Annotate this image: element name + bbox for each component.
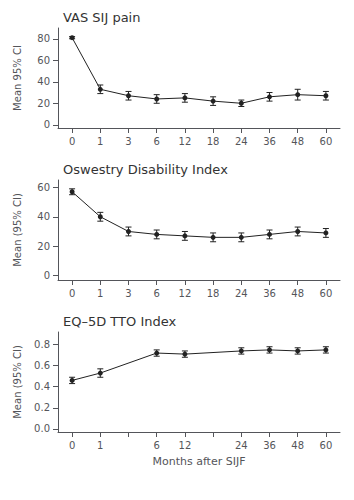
svg-text:Mean (95% CI): Mean (95% CI) — [12, 193, 23, 267]
svg-text:40: 40 — [37, 211, 50, 222]
svg-text:0: 0 — [69, 440, 75, 451]
svg-text:60: 60 — [320, 288, 333, 299]
svg-text:Oswestry Disability Index: Oswestry Disability Index — [63, 162, 228, 177]
svg-text:0: 0 — [69, 288, 75, 299]
svg-text:60: 60 — [320, 136, 333, 147]
svg-text:60: 60 — [320, 440, 333, 451]
svg-text:0: 0 — [44, 270, 50, 281]
svg-text:24: 24 — [235, 288, 248, 299]
svg-text:60: 60 — [37, 182, 50, 193]
svg-text:1: 1 — [97, 440, 103, 451]
svg-text:48: 48 — [291, 288, 304, 299]
svg-text:0.4: 0.4 — [34, 381, 50, 392]
svg-text:20: 20 — [37, 98, 50, 109]
svg-text:0: 0 — [69, 136, 75, 147]
svg-text:12: 12 — [179, 136, 192, 147]
svg-text:0.6: 0.6 — [34, 360, 50, 371]
svg-text:3: 3 — [125, 288, 131, 299]
svg-text:Mean 95% CI: Mean 95% CI — [12, 45, 23, 111]
svg-text:40: 40 — [37, 76, 50, 87]
svg-text:24: 24 — [235, 440, 248, 451]
svg-text:0.2: 0.2 — [34, 402, 50, 413]
svg-text:0.0: 0.0 — [34, 423, 50, 434]
svg-text:0: 0 — [44, 119, 50, 130]
svg-text:6: 6 — [154, 288, 160, 299]
svg-text:36: 36 — [263, 136, 276, 147]
svg-text:6: 6 — [154, 440, 160, 451]
svg-text:36: 36 — [263, 288, 276, 299]
svg-text:48: 48 — [291, 440, 304, 451]
svg-text:18: 18 — [207, 136, 220, 147]
svg-text:60: 60 — [37, 55, 50, 66]
svg-text:EQ–5D TTO Index: EQ–5D TTO Index — [63, 314, 176, 329]
svg-text:Mean (95% CI): Mean (95% CI) — [12, 345, 23, 419]
svg-text:12: 12 — [179, 440, 192, 451]
svg-text:20: 20 — [37, 241, 50, 252]
svg-text:1: 1 — [97, 136, 103, 147]
svg-text:80: 80 — [37, 33, 50, 44]
svg-text:48: 48 — [291, 136, 304, 147]
svg-text:24: 24 — [235, 136, 248, 147]
svg-text:VAS SIJ pain: VAS SIJ pain — [63, 10, 140, 25]
svg-text:36: 36 — [263, 440, 276, 451]
svg-text:18: 18 — [207, 288, 220, 299]
svg-text:Months after SIJF: Months after SIJF — [152, 455, 245, 468]
svg-text:1: 1 — [97, 288, 103, 299]
svg-text:0.8: 0.8 — [34, 339, 50, 350]
svg-text:12: 12 — [179, 288, 192, 299]
svg-text:6: 6 — [154, 136, 160, 147]
svg-text:3: 3 — [125, 136, 131, 147]
